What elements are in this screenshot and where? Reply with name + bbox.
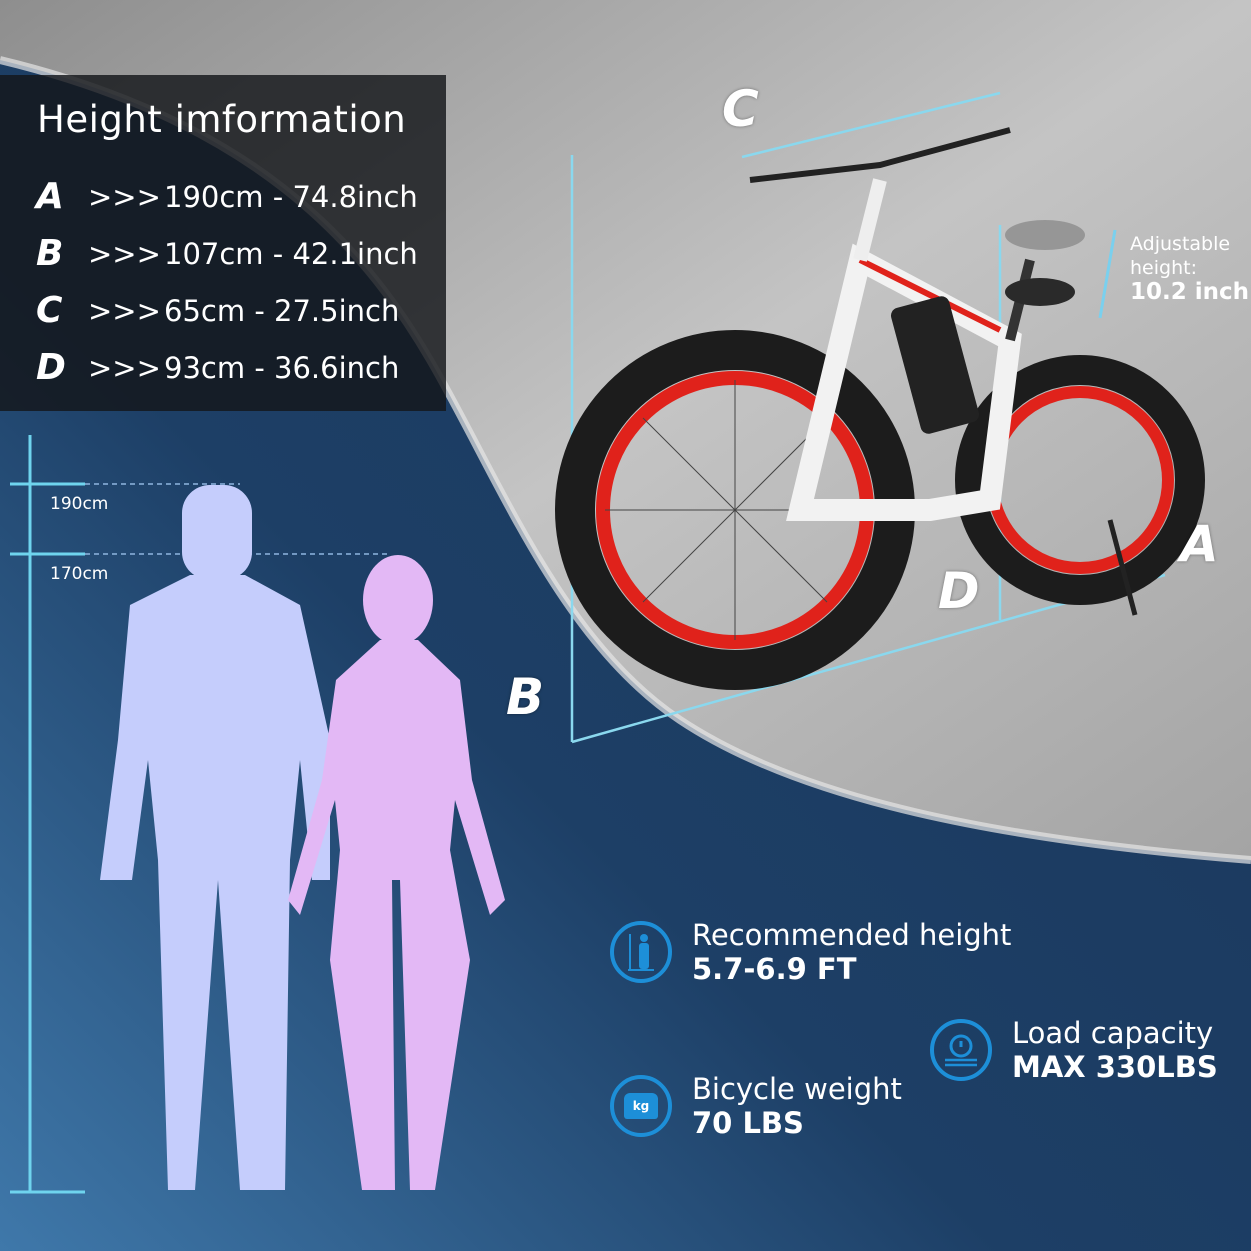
- height-info-panel: [0, 75, 446, 411]
- dimension-b: B: [506, 668, 545, 726]
- kg-badge: kg: [624, 1093, 658, 1119]
- info-row-c: C >>> 65cm - 27.5inch: [36, 290, 399, 331]
- row-arrows: >>>: [88, 179, 161, 214]
- row-arrows: >>>: [88, 293, 161, 328]
- woman-silhouette: [288, 555, 505, 1190]
- row-letter: A: [36, 176, 64, 217]
- row-arrows: >>>: [88, 350, 161, 385]
- seat-label-2: height:: [1130, 257, 1197, 279]
- kg-weight-icon: kg: [610, 1075, 672, 1137]
- seat-adjust-label: Adjustable height: 10.2 inch: [1130, 232, 1249, 305]
- row-letter: D: [36, 347, 66, 388]
- tick-190: 190cm: [50, 494, 109, 514]
- dimension-d: D: [938, 562, 980, 620]
- scale-icon: [930, 1019, 992, 1081]
- info-row-a: A >>> 190cm - 74.8inch: [36, 176, 418, 217]
- feature-recommended-height: Recommended height 5.7-6.9 FT: [610, 918, 1011, 986]
- feature-label: Recommended height: [692, 918, 1012, 952]
- row-value: 65cm - 27.5inch: [164, 293, 400, 328]
- dimension-a: A: [1180, 515, 1219, 573]
- seat-value: 10.2 inch: [1130, 279, 1250, 305]
- feature-value: 70 LBS: [692, 1106, 804, 1140]
- seat-adjust-arrow: [1098, 229, 1117, 319]
- feature-label: Load capacity: [1012, 1016, 1214, 1050]
- row-letter: B: [36, 233, 64, 274]
- info-row-d: D >>> 93cm - 36.6inch: [36, 347, 399, 388]
- person-height-icon: [610, 921, 672, 983]
- info-row-b: B >>> 107cm - 42.1inch: [36, 233, 418, 274]
- feature-value: 5.7-6.9 FT: [692, 952, 857, 986]
- info-title: Height imformation: [37, 98, 407, 141]
- row-arrows: >>>: [88, 236, 161, 271]
- height-scale: [10, 435, 85, 1194]
- row-value: 93cm - 36.6inch: [164, 350, 400, 385]
- feature-load-capacity: Load capacity MAX 330LBS: [930, 1016, 1218, 1084]
- row-value: 107cm - 42.1inch: [164, 236, 418, 271]
- feature-bicycle-weight: kg Bicycle weight 70 LBS: [610, 1072, 902, 1140]
- feature-value: MAX 330LBS: [1012, 1050, 1218, 1084]
- dimension-c: C: [722, 80, 759, 138]
- feature-label: Bicycle weight: [692, 1072, 902, 1106]
- man-silhouette: [100, 485, 330, 1190]
- row-letter: C: [36, 290, 63, 331]
- bike-image: [555, 127, 1205, 690]
- tick-170: 170cm: [50, 564, 109, 584]
- seat-label-1: Adjustable: [1130, 233, 1231, 255]
- row-value: 190cm - 74.8inch: [164, 179, 418, 214]
